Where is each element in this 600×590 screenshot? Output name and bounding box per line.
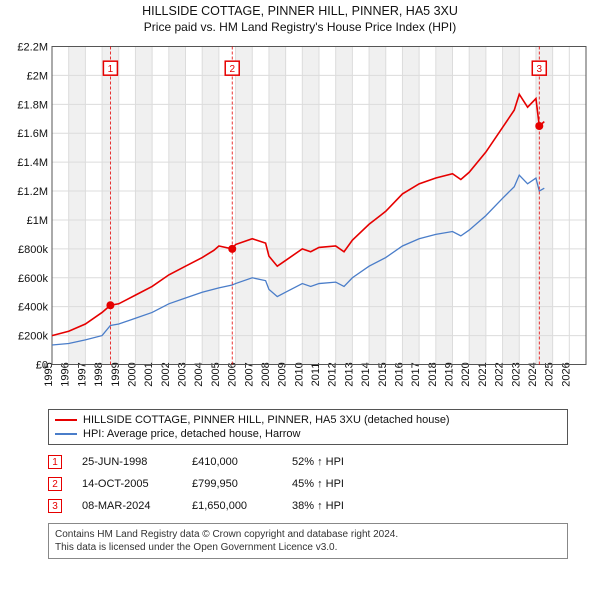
svg-text:£600k: £600k <box>18 273 48 285</box>
sales-list: 1 25-JUN-1998 £410,000 52% ↑ HPI 2 14-OCT-200… <box>48 451 568 517</box>
svg-text:£1M: £1M <box>27 215 48 227</box>
svg-text:£800k: £800k <box>18 244 48 256</box>
legend-item: HPI: Average price, detached house, Harr… <box>55 427 561 441</box>
sale-row: 3 08-MAR-2024 £1,650,000 38% ↑ HPI <box>48 495 568 517</box>
svg-text:2023: 2023 <box>510 362 522 386</box>
svg-text:2024: 2024 <box>527 362 539 386</box>
sale-date: 08-MAR-2024 <box>82 500 172 512</box>
svg-text:£1.8M: £1.8M <box>17 99 48 111</box>
sale-marker-icon: 2 <box>48 477 62 491</box>
sale-date: 25-JUN-1998 <box>82 456 172 468</box>
sale-diff: 38% ↑ HPI <box>292 500 412 512</box>
svg-text:£2.2M: £2.2M <box>17 42 48 54</box>
sale-marker-icon: 3 <box>48 499 62 513</box>
sale-price: £1,650,000 <box>192 500 272 512</box>
footnote-line1: Contains HM Land Registry data © Crown c… <box>55 528 561 541</box>
sale-date: 14-OCT-2005 <box>82 478 172 490</box>
svg-text:3: 3 <box>536 64 542 75</box>
svg-text:2006: 2006 <box>227 362 239 386</box>
legend-item: HILLSIDE COTTAGE, PINNER HILL, PINNER, H… <box>55 413 561 427</box>
sale-row: 1 25-JUN-1998 £410,000 52% ↑ HPI <box>48 451 568 473</box>
legend-swatch <box>55 419 77 421</box>
legend-swatch <box>55 433 77 435</box>
svg-text:1996: 1996 <box>60 362 72 386</box>
svg-text:1998: 1998 <box>93 362 105 386</box>
chart-title: HILLSIDE COTTAGE, PINNER HILL, PINNER, H… <box>0 4 600 18</box>
svg-text:2021: 2021 <box>477 362 489 386</box>
sale-diff: 52% ↑ HPI <box>292 456 412 468</box>
svg-text:2015: 2015 <box>377 362 389 386</box>
legend-label: HILLSIDE COTTAGE, PINNER HILL, PINNER, H… <box>83 414 450 426</box>
svg-text:£1.6M: £1.6M <box>17 128 48 140</box>
svg-text:£1.2M: £1.2M <box>17 186 48 198</box>
svg-text:1997: 1997 <box>76 362 88 386</box>
svg-text:1995: 1995 <box>43 362 55 386</box>
svg-text:2008: 2008 <box>260 362 272 386</box>
svg-text:2010: 2010 <box>293 362 305 386</box>
chart-subtitle: Price paid vs. HM Land Registry's House … <box>0 20 600 34</box>
svg-text:2: 2 <box>229 64 235 75</box>
svg-text:£200k: £200k <box>18 331 48 343</box>
svg-text:2011: 2011 <box>310 363 322 387</box>
svg-text:2002: 2002 <box>160 362 172 386</box>
sale-row: 2 14-OCT-2005 £799,950 45% ↑ HPI <box>48 473 568 495</box>
svg-text:2012: 2012 <box>327 362 339 386</box>
svg-text:1999: 1999 <box>110 362 122 386</box>
svg-text:1: 1 <box>108 64 114 75</box>
sale-price: £799,950 <box>192 478 272 490</box>
svg-text:2014: 2014 <box>360 362 372 386</box>
chart-container: HILLSIDE COTTAGE, PINNER HILL, PINNER, H… <box>0 0 600 590</box>
legend-label: HPI: Average price, detached house, Harr… <box>83 428 300 440</box>
svg-text:2013: 2013 <box>343 362 355 386</box>
svg-text:2009: 2009 <box>277 362 289 386</box>
svg-text:2005: 2005 <box>210 362 222 386</box>
svg-text:2001: 2001 <box>143 362 155 386</box>
svg-text:2007: 2007 <box>243 362 255 386</box>
sale-price: £410,000 <box>192 456 272 468</box>
svg-text:£400k: £400k <box>18 302 48 314</box>
footnote: Contains HM Land Registry data © Crown c… <box>48 523 568 559</box>
svg-text:2016: 2016 <box>393 362 405 386</box>
svg-text:2019: 2019 <box>444 362 456 386</box>
svg-text:2022: 2022 <box>494 362 506 386</box>
svg-text:2020: 2020 <box>460 362 472 386</box>
svg-text:2025: 2025 <box>544 362 556 386</box>
svg-text:£2M: £2M <box>27 70 48 82</box>
svg-text:2026: 2026 <box>560 362 572 386</box>
footnote-line2: This data is licensed under the Open Gov… <box>55 541 561 554</box>
svg-text:£1.4M: £1.4M <box>17 157 48 169</box>
svg-text:2004: 2004 <box>193 362 205 386</box>
svg-text:2017: 2017 <box>410 362 422 386</box>
title-block: HILLSIDE COTTAGE, PINNER HILL, PINNER, H… <box>0 0 600 36</box>
legend: HILLSIDE COTTAGE, PINNER HILL, PINNER, H… <box>48 409 568 445</box>
svg-text:2003: 2003 <box>177 362 189 386</box>
sale-diff: 45% ↑ HPI <box>292 478 412 490</box>
chart-area: £0£200k£400k£600k£800k£1M£1.2M£1.4M£1.6M… <box>8 38 590 405</box>
line-chart: £0£200k£400k£600k£800k£1M£1.2M£1.4M£1.6M… <box>8 38 590 405</box>
sale-marker-icon: 1 <box>48 455 62 469</box>
svg-text:2018: 2018 <box>427 362 439 386</box>
svg-text:2000: 2000 <box>126 362 138 386</box>
